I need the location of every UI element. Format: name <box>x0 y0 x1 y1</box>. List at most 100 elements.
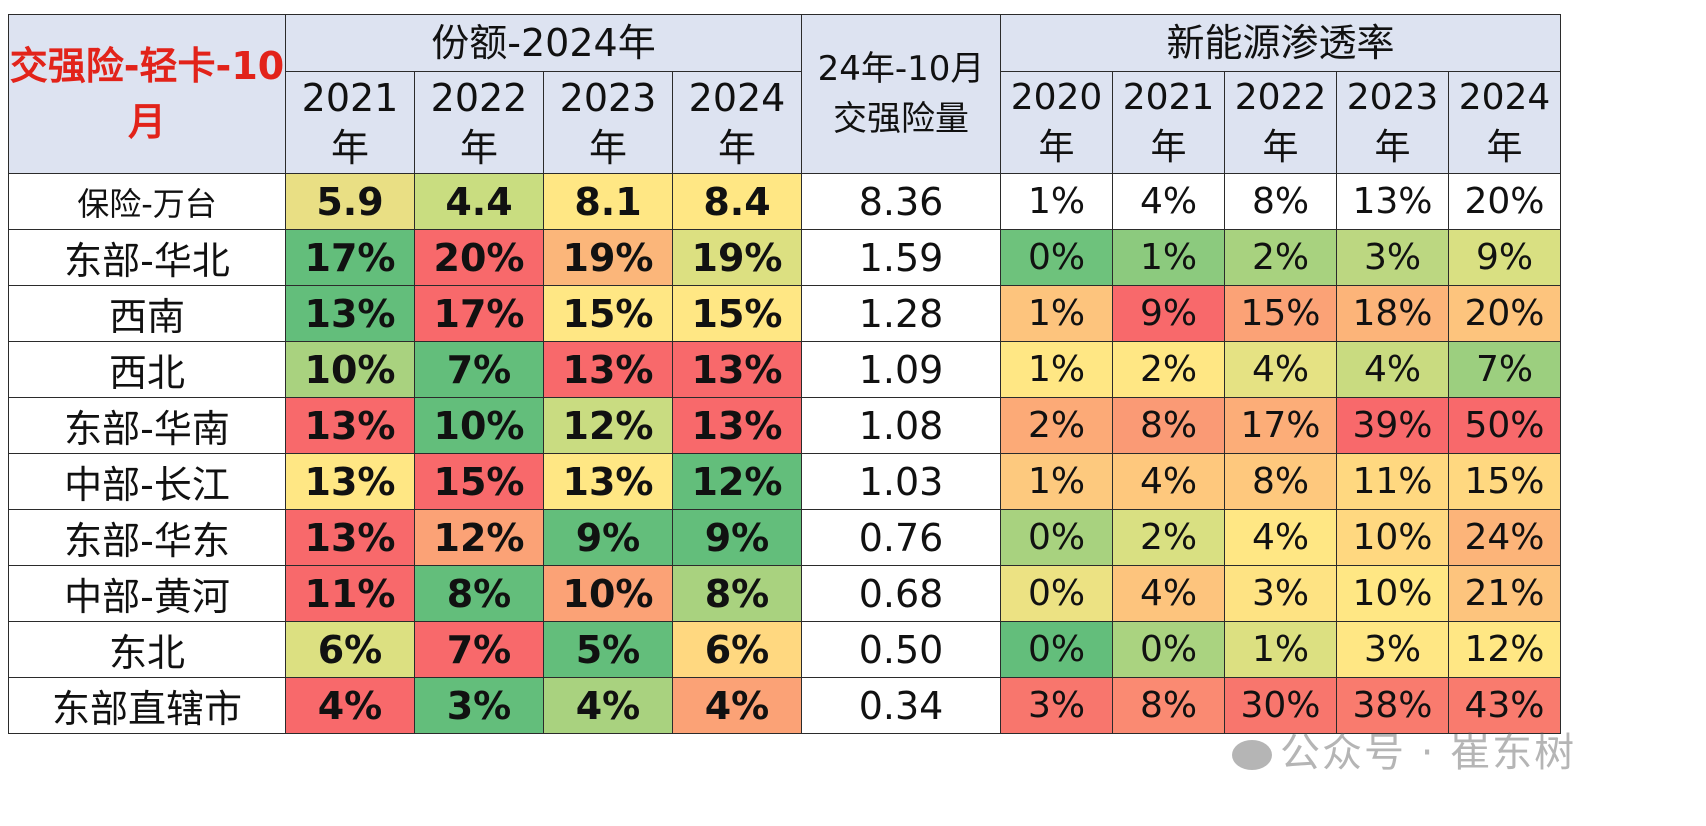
nev-cell: 2% <box>1000 397 1113 454</box>
nev-cell: 2% <box>1224 229 1337 286</box>
nev-cell: 1% <box>1000 453 1113 510</box>
share-cell: 12% <box>672 453 802 510</box>
share-cell: 13% <box>543 341 673 398</box>
nev-year-header: 2020 年 <box>1000 71 1113 174</box>
nev-cell: 4% <box>1224 509 1337 566</box>
qty-cell: 0.34 <box>801 677 1001 734</box>
share-cell: 8.4 <box>672 173 802 230</box>
share-cell: 13% <box>285 285 415 342</box>
nev-cell: 7% <box>1448 341 1561 398</box>
qty-cell: 0.68 <box>801 565 1001 622</box>
share-cell: 12% <box>414 509 544 566</box>
nev-cell: 0% <box>1000 509 1113 566</box>
nev-year-header: 2022 年 <box>1224 71 1337 174</box>
nev-cell: 3% <box>1224 565 1337 622</box>
nev-cell: 4% <box>1112 565 1225 622</box>
share-year-header-part: 2024 <box>688 75 786 120</box>
share-cell: 7% <box>414 341 544 398</box>
qty-cell: 1.03 <box>801 453 1001 510</box>
share-cell: 13% <box>285 509 415 566</box>
nev-cell: 18% <box>1336 285 1449 342</box>
row-label: 东部-华东 <box>8 509 286 566</box>
share-cell: 15% <box>543 285 673 342</box>
nev-cell: 15% <box>1448 453 1561 510</box>
share-cell: 8% <box>672 565 802 622</box>
row-label: 东部-华北 <box>8 229 286 286</box>
share-cell: 5.9 <box>285 173 415 230</box>
share-year-header-part: 2021 <box>301 75 399 120</box>
qty-header: 24年-10月 交强险量 <box>801 14 1001 174</box>
share-cell: 10% <box>543 565 673 622</box>
nev-cell: 3% <box>1000 677 1113 734</box>
share-cell: 3% <box>414 677 544 734</box>
share-year-header: 2023 年 <box>543 71 673 174</box>
nev-cell: 1% <box>1000 285 1113 342</box>
share-year-header: 2024 年 <box>672 71 802 174</box>
qty-cell: 0.76 <box>801 509 1001 566</box>
share-cell: 4% <box>543 677 673 734</box>
share-cell: 4% <box>285 677 415 734</box>
share-cell: 9% <box>672 509 802 566</box>
share-year-header: 2021 年 <box>285 71 415 174</box>
nev-year-header: 2023 年 <box>1336 71 1449 174</box>
nev-cell: 0% <box>1000 565 1113 622</box>
nev-cell: 11% <box>1336 453 1449 510</box>
qty-cell: 1.59 <box>801 229 1001 286</box>
table-row: 中部-黄河 11% 8% 10% 8% 0.68 0% 4% 3% 10% 21% <box>8 565 1561 622</box>
nev-year-header-part: 年 <box>1486 126 1523 168</box>
table-row: 东北 6% 7% 5% 6% 0.50 0% 0% 1% 3% 12% <box>8 621 1561 678</box>
nev-cell: 3% <box>1336 621 1449 678</box>
row-label: 西南 <box>8 285 286 342</box>
nev-cell: 4% <box>1336 341 1449 398</box>
qty-cell: 0.50 <box>801 621 1001 678</box>
share-cell: 8% <box>414 565 544 622</box>
nev-cell: 38% <box>1336 677 1449 734</box>
share-cell: 15% <box>672 285 802 342</box>
table-row: 西南 13% 17% 15% 15% 1.28 1% 9% 15% 18% 20% <box>8 285 1561 342</box>
nev-cell: 2% <box>1112 509 1225 566</box>
nev-cell: 0% <box>1000 621 1113 678</box>
nev-cell: 8% <box>1112 677 1225 734</box>
share-cell: 13% <box>543 453 673 510</box>
nev-cell: 39% <box>1336 397 1449 454</box>
share-cell: 7% <box>414 621 544 678</box>
wechat-icon <box>1232 740 1272 770</box>
nev-year-header-part: 年 <box>1150 126 1187 168</box>
share-year-header: 2022 年 <box>414 71 544 174</box>
nev-cell: 4% <box>1224 341 1337 398</box>
nev-cell: 50% <box>1448 397 1561 454</box>
nev-cell: 20% <box>1448 285 1561 342</box>
table-row: 东部-华北 17% 20% 19% 19% 1.59 0% 1% 2% 3% 9% <box>8 229 1561 286</box>
qty-header-line-2: 交强险量 <box>833 99 969 139</box>
nev-year-header-part: 年 <box>1262 126 1299 168</box>
qty-header-line-1: 24年-10月 <box>817 49 985 89</box>
nev-cell: 4% <box>1112 453 1225 510</box>
nev-cell: 1% <box>1000 341 1113 398</box>
nev-cell: 8% <box>1112 397 1225 454</box>
nev-year-header-part: 2022 <box>1234 76 1327 118</box>
nev-year-header-part: 2024 <box>1458 76 1551 118</box>
row-label: 东部-华南 <box>8 397 286 454</box>
share-cell: 6% <box>285 621 415 678</box>
nev-cell: 3% <box>1336 229 1449 286</box>
share-cell: 17% <box>414 285 544 342</box>
share-group-header: 份额-2024年 <box>285 14 802 72</box>
watermark-text: 公众号 · 崔东树 <box>1280 730 1577 776</box>
nev-cell: 1% <box>1224 621 1337 678</box>
nev-year-header-part: 年 <box>1374 126 1411 168</box>
nev-cell: 24% <box>1448 509 1561 566</box>
table-row: 东部-华东 13% 12% 9% 9% 0.76 0% 2% 4% 10% 24% <box>8 509 1561 566</box>
nev-year-header: 2024 年 <box>1448 71 1561 174</box>
nev-cell: 0% <box>1000 229 1113 286</box>
nev-group-header: 新能源渗透率 <box>1000 14 1561 72</box>
nev-cell: 30% <box>1224 677 1337 734</box>
nev-cell: 1% <box>1000 173 1113 230</box>
nev-cell: 8% <box>1224 173 1337 230</box>
share-cell: 9% <box>543 509 673 566</box>
nev-year-header: 2021 年 <box>1112 71 1225 174</box>
nev-cell: 13% <box>1336 173 1449 230</box>
nev-year-header-part: 年 <box>1038 126 1075 168</box>
share-cell: 19% <box>672 229 802 286</box>
table-row: 西北 10% 7% 13% 13% 1.09 1% 2% 4% 4% 7% <box>8 341 1561 398</box>
nev-year-header-part: 2023 <box>1346 76 1439 118</box>
